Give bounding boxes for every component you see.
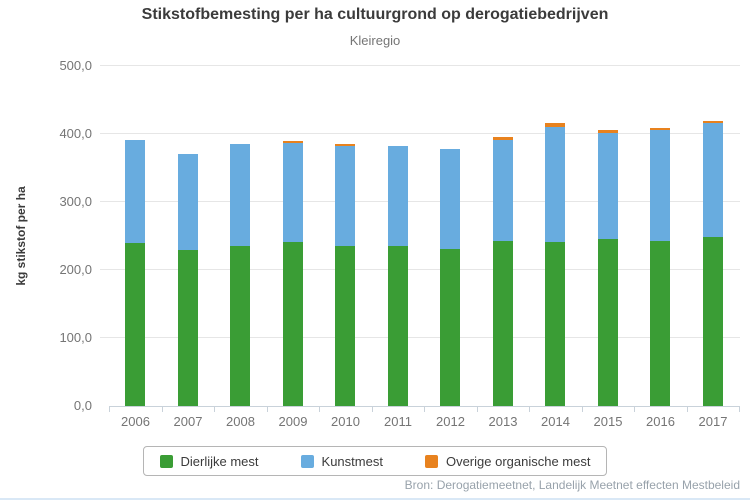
bar-segment-kunstmest-2012[interactable] <box>440 148 461 249</box>
bar-segment-dierlijke-mest-2015[interactable] <box>597 238 618 406</box>
x-axis-tick <box>109 406 110 412</box>
bar-segment-overige-organische-mest-2010[interactable] <box>335 143 356 146</box>
bar-segment-dierlijke-mest-2008[interactable] <box>230 246 251 406</box>
legend-item-overige-organische-mest[interactable]: Overige organische mest <box>424 453 591 469</box>
legend-item-dierlijke-mest[interactable]: Dierlijke mest <box>159 453 259 469</box>
bar-segment-dierlijke-mest-2016[interactable] <box>650 240 671 406</box>
x-axis-tick <box>581 406 583 412</box>
x-axis-tick <box>161 406 163 412</box>
bar-segment-overige-organische-mest-2015[interactable] <box>597 129 618 133</box>
bar-segment-dierlijke-mest-2013[interactable] <box>492 240 513 406</box>
x-axis-tick <box>214 406 215 412</box>
bar-segment-kunstmest-2010[interactable] <box>335 145 356 247</box>
bottom-border <box>0 498 750 500</box>
x-axis-tick <box>424 406 425 412</box>
bar-segment-kunstmest-2006[interactable] <box>125 140 146 243</box>
chart-subtitle: Kleiregio <box>349 33 401 48</box>
x-axis-label-2008: 2008 <box>226 414 255 429</box>
x-axis-tick <box>634 406 635 412</box>
y-axis-label-200,0: 200,0 <box>59 262 92 277</box>
x-axis-label-2010: 2010 <box>331 414 360 429</box>
bar-segment-dierlijke-mest-2012[interactable] <box>440 248 461 406</box>
bar-segment-kunstmest-2007[interactable] <box>177 154 198 251</box>
y-axis-label-300,0: 300,0 <box>59 194 92 209</box>
x-axis-label-2015: 2015 <box>593 414 623 429</box>
legend-swatch-icon <box>424 454 438 468</box>
legend-label: Dierlijke mest <box>180 453 259 469</box>
y-axis-label-400,0: 400,0 <box>59 126 92 141</box>
x-axis-tick <box>266 406 268 412</box>
bar-segment-overige-organische-mest-2016[interactable] <box>650 127 671 130</box>
bar-segment-kunstmest-2011[interactable] <box>387 145 408 246</box>
y-axis-label-0,0: 0,0 <box>73 398 92 413</box>
legend-label: Overige organische mest <box>445 453 591 469</box>
x-axis-label-2013: 2013 <box>488 414 518 429</box>
bar-segment-overige-organische-mest-2013[interactable] <box>492 137 513 141</box>
gridline-100,0 <box>100 337 740 338</box>
x-axis-label-2006: 2006 <box>121 414 150 429</box>
x-axis-tick <box>686 406 688 412</box>
legend-swatch-icon <box>300 454 314 468</box>
bar-segment-overige-organische-mest-2009[interactable] <box>282 140 303 143</box>
bar-segment-dierlijke-mest-2010[interactable] <box>335 246 356 406</box>
bar-segment-dierlijke-mest-2009[interactable] <box>282 242 303 406</box>
bar-segment-dierlijke-mest-2014[interactable] <box>545 242 566 406</box>
legend-label: Kunstmest <box>321 453 383 469</box>
x-axis-label-2017: 2017 <box>698 414 728 429</box>
legend-wrap: Dierlijke mest Kunstmest Overige organisch… <box>0 446 750 476</box>
chart-title: Stikstofbemesting per ha cultuurgrond op… <box>141 6 609 23</box>
bar-segment-dierlijke-mest-2017[interactable] <box>702 236 723 406</box>
x-axis-label-2012: 2012 <box>436 414 465 429</box>
x-axis-label-2011: 2011 <box>384 414 412 429</box>
bar-segment-dierlijke-mest-2007[interactable] <box>177 250 198 406</box>
bar-segment-kunstmest-2014[interactable] <box>545 126 566 243</box>
y-axis-label-500,0: 500,0 <box>59 58 92 73</box>
plot-area: 2006 2007 2008 2009 2010 2011 2012 2013 2014 2015… <box>100 65 740 429</box>
x-axis-tick <box>371 406 373 412</box>
x-axis-label-2007: 2007 <box>173 414 203 429</box>
x-axis-tick <box>739 406 740 412</box>
legend: Dierlijke mest Kunstmest Overige organisch… <box>142 446 608 476</box>
x-axis-label-2009: 2009 <box>278 414 308 429</box>
y-axis-label-100,0: 100,0 <box>59 330 92 345</box>
gridline-400,0 <box>100 133 740 134</box>
bar-segment-overige-organische-mest-2017[interactable] <box>702 121 723 124</box>
bar-segment-dierlijke-mest-2011[interactable] <box>387 245 408 406</box>
x-axis-label-2014: 2014 <box>541 414 570 429</box>
source-text: Bron: Derogatiemeetnet, Landelijk Meetne… <box>404 478 740 492</box>
x-axis-label-2016: 2016 <box>646 414 675 429</box>
bar-segment-kunstmest-2013[interactable] <box>492 140 513 241</box>
x-axis-tick <box>476 406 478 412</box>
bar-segment-overige-organische-mest-2014[interactable] <box>545 123 566 127</box>
bar-segment-kunstmest-2017[interactable] <box>702 123 723 237</box>
bar-segment-kunstmest-2015[interactable] <box>597 132 618 239</box>
x-axis-tick <box>529 406 530 412</box>
gridline-300,0 <box>100 201 740 202</box>
legend-swatch-icon <box>159 454 173 468</box>
bar-segment-kunstmest-2009[interactable] <box>282 142 303 243</box>
x-axis-tick <box>319 406 320 412</box>
bar-segment-dierlijke-mest-2006[interactable] <box>125 242 146 406</box>
gridline-500,0 <box>100 65 740 66</box>
bar-segment-kunstmest-2016[interactable] <box>650 129 671 241</box>
bar-segment-kunstmest-2008[interactable] <box>230 144 251 247</box>
legend-item-kunstmest[interactable]: Kunstmest <box>300 453 383 469</box>
gridline-200,0 <box>100 269 740 270</box>
